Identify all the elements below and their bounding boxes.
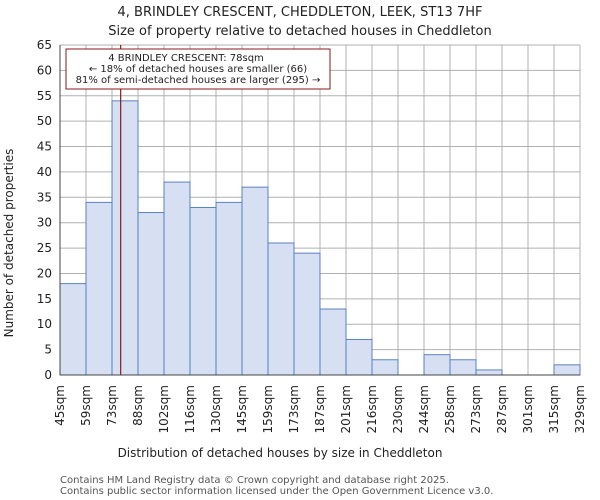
bar-258sqm [449, 359, 477, 376]
bar-102sqm [163, 181, 191, 376]
x-tick-88sqm: 88sqm [131, 385, 145, 426]
x-tick-187sqm: 187sqm [313, 385, 327, 433]
annotation-line-2: ← 18% of detached houses are smaller (66… [89, 64, 307, 75]
y-axis-ticks: 0 5 10 15 20 25 30 35 40 45 50 55 60 65 [37, 38, 52, 382]
bar-315sqm [553, 364, 581, 376]
y-tick-60: 60 [37, 63, 52, 77]
y-tick-10: 10 [37, 317, 52, 331]
bar-201sqm [345, 338, 373, 376]
x-tick-73sqm: 73sqm [105, 385, 119, 426]
bar-145sqm [241, 186, 269, 376]
annotation-line-3: 81% of semi-detached houses are larger (… [76, 75, 321, 86]
x-tick-173sqm: 173sqm [287, 385, 301, 433]
bar-159sqm [267, 242, 295, 376]
annotation-box [65, 48, 331, 90]
y-tick-15: 15 [37, 292, 52, 306]
y-tick-65: 65 [37, 38, 52, 52]
y-axis-label: Number of detached properties [2, 149, 16, 338]
bar-59sqm [85, 201, 113, 376]
y-tick-35: 35 [37, 190, 52, 204]
x-tick-230sqm: 230sqm [391, 385, 405, 433]
bar-130sqm [215, 201, 243, 376]
x-tick-287sqm: 287sqm [495, 385, 509, 433]
x-tick-145sqm: 145sqm [235, 385, 249, 433]
x-tick-244sqm: 244sqm [417, 385, 431, 433]
bar-187sqm [319, 308, 347, 376]
bar-116sqm [189, 206, 217, 376]
x-tick-216sqm: 216sqm [365, 385, 379, 433]
chart-title: 4, BRINDLEY CRESCENT, CHEDDLETON, LEEK, … [118, 5, 483, 20]
property-marker: 4 BRINDLEY CRESCENT: 78sqm← 18% of detac… [65, 45, 331, 375]
chart-subtitle: Size of property relative to detached ho… [108, 24, 492, 39]
annotation-line-1: 4 BRINDLEY CRESCENT: 78sqm [108, 53, 264, 64]
bar-273sqm [475, 369, 503, 376]
x-axis-ticks: 45sqm 59sqm 73sqm 88sqm 102sqm 116sqm 130sqm 14… [53, 385, 587, 433]
x-tick-59sqm: 59sqm [79, 385, 93, 426]
x-tick-116sqm: 116sqm [183, 385, 197, 433]
x-tick-102sqm: 102sqm [157, 385, 171, 433]
footer-line-2: Contains public sector information licen… [60, 486, 493, 497]
y-tick-50: 50 [37, 114, 52, 128]
x-tick-301sqm: 301sqm [521, 385, 535, 433]
y-tick-25: 25 [37, 241, 52, 255]
bar-244sqm [423, 354, 451, 376]
x-tick-159sqm: 159sqm [261, 385, 275, 433]
y-tick-20: 20 [37, 266, 52, 280]
bar-73sqm [111, 100, 139, 376]
y-tick-0: 0 [44, 368, 52, 382]
bar-45sqm [59, 283, 87, 376]
x-tick-45sqm: 45sqm [53, 385, 67, 426]
y-tick-45: 45 [37, 140, 52, 154]
bar-88sqm [137, 212, 165, 376]
footer-line-1: Contains HM Land Registry data © Crown c… [60, 475, 449, 486]
x-tick-273sqm: 273sqm [469, 385, 483, 433]
x-tick-130sqm: 130sqm [209, 385, 223, 433]
x-tick-315sqm: 315sqm [547, 385, 561, 433]
y-tick-40: 40 [37, 165, 52, 179]
y-tick-5: 5 [44, 343, 52, 357]
x-tick-329sqm: 329sqm [573, 385, 587, 433]
bars [59, 100, 581, 376]
x-tick-201sqm: 201sqm [339, 385, 353, 433]
y-tick-55: 55 [37, 89, 52, 103]
bar-216sqm [371, 359, 399, 376]
x-axis-label: Distribution of detached houses by size … [118, 446, 443, 460]
x-tick-258sqm: 258sqm [443, 385, 457, 433]
bar-173sqm [293, 252, 321, 376]
y-tick-30: 30 [37, 216, 52, 230]
